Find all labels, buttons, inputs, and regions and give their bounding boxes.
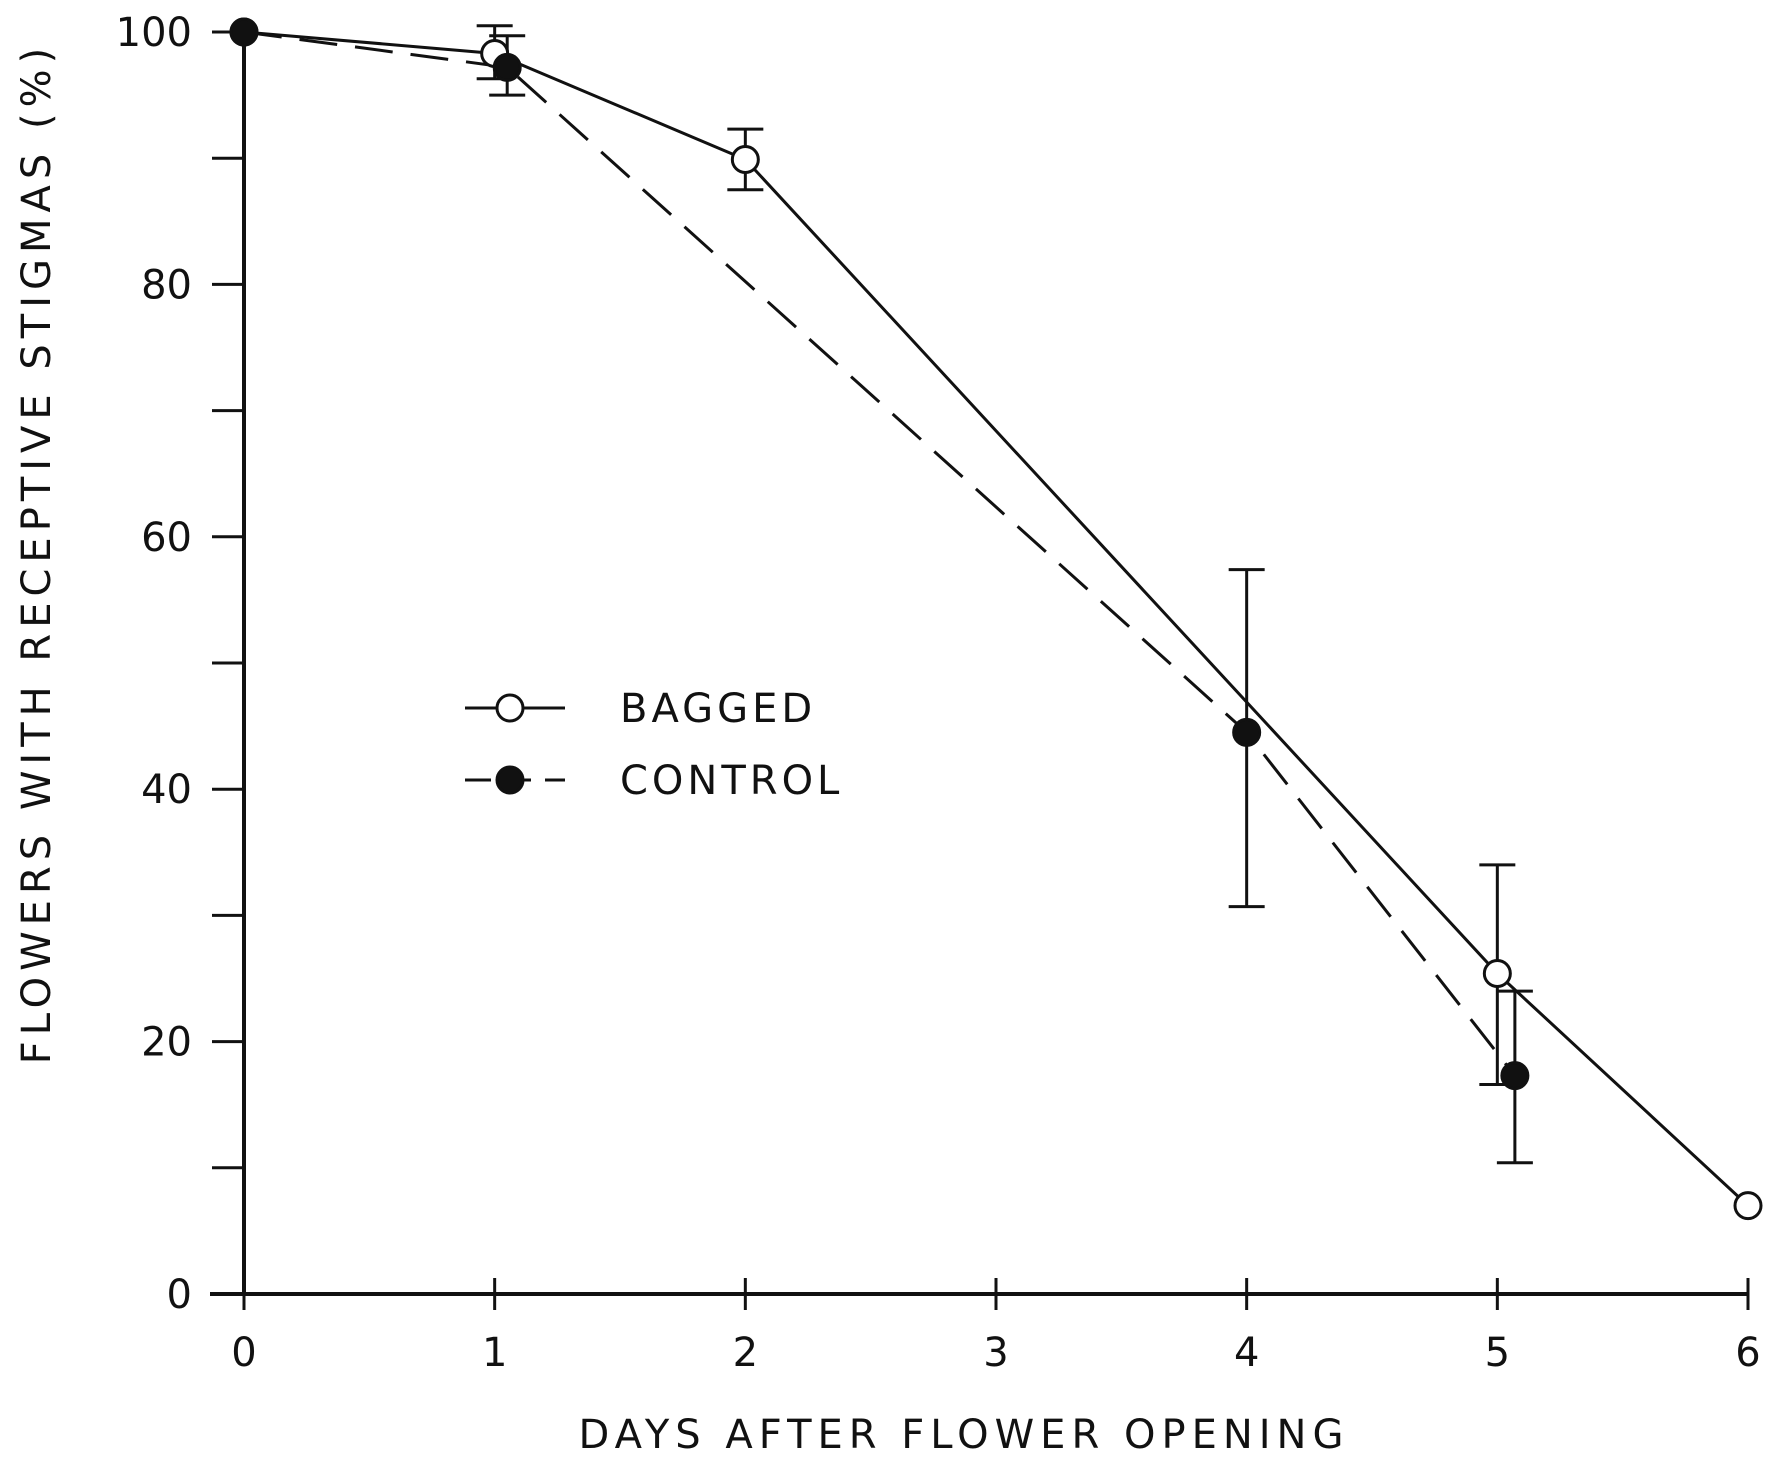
series-line-bagged	[243, 30, 1750, 1207]
data-point-bagged	[1733, 1191, 1763, 1221]
x-tick-label: 1	[482, 1330, 507, 1376]
x-ticks: 0 1 2 3 4 5 6	[231, 1278, 1761, 1376]
x-axis-title: DAYS AFTER FLOWER OPENING	[579, 1412, 1350, 1457]
y-tick-label: 0	[167, 1272, 192, 1318]
y-tick-label: 40	[141, 767, 192, 813]
legend-marker-control	[495, 765, 525, 795]
y-tick-label: 80	[141, 262, 192, 308]
x-tick-label: 0	[231, 1330, 256, 1376]
legend-label-control: CONTROL	[620, 758, 843, 804]
data-point-control	[229, 17, 259, 47]
x-tick-label: 6	[1735, 1330, 1760, 1376]
data-point-bagged	[730, 144, 760, 174]
data-point-control	[492, 52, 522, 82]
data-point-control	[1232, 717, 1262, 747]
series-line-control	[243, 30, 1517, 1077]
x-tick-label: 5	[1485, 1330, 1510, 1376]
x-tick-label: 3	[983, 1330, 1008, 1376]
legend: BAGGED CONTROL	[465, 686, 843, 804]
y-tick-label: 20	[141, 1020, 192, 1066]
data-point-bagged	[1482, 958, 1512, 988]
y-axis-title: FLOWERS WITH RECEPTIVE STIGMAS (%)	[14, 42, 60, 1064]
y-ticks: 0 20 40 60 80 100	[116, 10, 244, 1318]
series-group	[229, 17, 1763, 1221]
legend-label-bagged: BAGGED	[620, 686, 816, 732]
data-point-control	[1500, 1061, 1530, 1091]
x-tick-label: 4	[1234, 1330, 1259, 1376]
y-tick-label: 100	[116, 10, 192, 56]
x-tick-label: 2	[733, 1330, 758, 1376]
legend-marker-bagged	[495, 693, 525, 723]
axes	[210, 30, 1748, 1296]
y-tick-label: 60	[141, 515, 192, 561]
